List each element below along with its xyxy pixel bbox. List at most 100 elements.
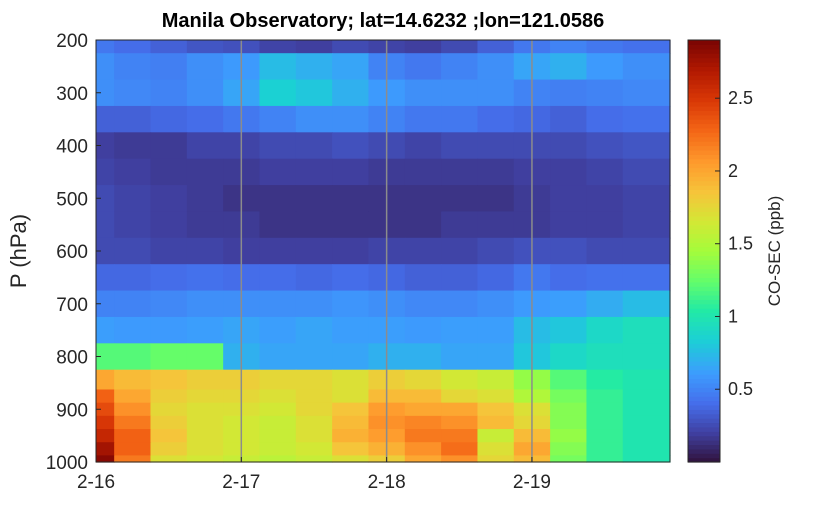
- colorbar-ticks: 0.5 1 1.5 2 2.5: [715, 88, 753, 399]
- heatmap-cell: [622, 132, 671, 160]
- colorbar-segment: [688, 356, 720, 362]
- heatmap-cell: [404, 290, 442, 318]
- heatmap-cell: [622, 316, 671, 344]
- heatmap-cell: [96, 53, 115, 81]
- heatmap-cell: [150, 79, 188, 107]
- colorbar-segment: [688, 440, 720, 446]
- heatmap-cell: [295, 402, 333, 417]
- heatmap-cell: [150, 264, 188, 292]
- heatmap-cell: [186, 79, 224, 107]
- colorbar: [688, 40, 720, 463]
- heatmap-cell: [586, 316, 624, 344]
- colorbar-segment: [688, 251, 720, 256]
- heatmap-cell: [332, 429, 370, 443]
- heatmap-cell: [441, 389, 479, 404]
- heatmap-cell: [477, 40, 515, 54]
- heatmap-cell: [114, 455, 152, 463]
- heatmap-cell: [586, 237, 624, 265]
- colorbar-segment: [688, 220, 720, 226]
- heatmap-cell: [150, 316, 188, 344]
- colorbar-segment: [688, 255, 720, 261]
- heatmap-cell: [477, 389, 515, 404]
- heatmap-cell: [186, 40, 224, 54]
- heatmap-cell: [150, 402, 188, 417]
- colorbar-segment: [688, 246, 720, 252]
- heatmap-cell: [114, 40, 152, 54]
- heatmap-cell: [586, 158, 624, 186]
- colorbar-segment: [688, 101, 720, 107]
- colorbar-segment: [688, 211, 720, 217]
- heatmap-cell: [150, 211, 188, 239]
- colorbar-segment: [688, 378, 720, 384]
- heatmap-cell: [295, 105, 333, 133]
- colorbar-tick-label: 1.5: [728, 234, 753, 254]
- y-axis-label: P (hPa): [6, 214, 31, 288]
- heatmap-cell: [96, 132, 115, 160]
- colorbar-segment: [688, 237, 720, 243]
- heatmap-cell: [622, 455, 671, 463]
- colorbar-segment: [688, 70, 720, 76]
- heatmap-cell: [295, 211, 333, 239]
- heatmap-cell: [186, 442, 224, 457]
- heatmap-cell: [186, 185, 224, 213]
- heatmap-cell: [622, 264, 671, 292]
- heatmap-cell: [586, 415, 624, 430]
- heatmap-cell: [550, 316, 588, 344]
- heatmap-cell: [150, 105, 188, 133]
- colorbar-segment: [688, 40, 720, 45]
- heatmap-cell: [477, 415, 515, 430]
- heatmap-cell: [550, 79, 588, 107]
- heatmap-cell: [295, 429, 333, 443]
- colorbar-segment: [688, 281, 720, 287]
- heatmap-cell: [622, 105, 671, 133]
- heatmap-cell: [295, 264, 333, 292]
- heatmap-cell: [186, 369, 224, 391]
- colorbar-segment: [688, 193, 720, 199]
- colorbar-segment: [688, 396, 720, 402]
- heatmap-cell: [295, 40, 333, 54]
- colorbar-segment: [688, 286, 720, 292]
- heatmap-cell: [150, 369, 188, 391]
- heatmap-cell: [404, 264, 442, 292]
- vertical-gridlines: [240, 40, 533, 462]
- heatmap-cell: [550, 237, 588, 265]
- heatmap-cell: [477, 290, 515, 318]
- colorbar-segment: [688, 294, 720, 300]
- colorbar-segment: [688, 163, 720, 169]
- heatmap-cell: [404, 455, 442, 463]
- heatmap-cell: [404, 316, 442, 344]
- heatmap-cell: [586, 429, 624, 443]
- heatmap-cell: [404, 53, 442, 81]
- colorbar-tick-label: 2.5: [728, 88, 753, 108]
- colorbar-segment: [688, 316, 720, 322]
- heatmap-cell: [550, 402, 588, 417]
- heatmap-cell: [586, 211, 624, 239]
- heatmap-cell: [96, 237, 115, 265]
- heatmap-cell: [114, 264, 152, 292]
- heatmap-cell: [96, 455, 115, 463]
- colorbar-segment: [688, 79, 720, 85]
- heatmap-cell: [295, 290, 333, 318]
- heatmap-cell: [441, 79, 479, 107]
- heatmap-cell: [259, 40, 297, 54]
- colorbar-segment: [688, 123, 720, 129]
- heatmap-cell: [477, 105, 515, 133]
- heatmap-cell: [586, 185, 624, 213]
- heatmap-cell: [114, 369, 152, 391]
- heatmap-cells: [96, 40, 671, 463]
- heatmap-cell: [586, 442, 624, 457]
- heatmap-cell: [96, 442, 115, 457]
- heatmap-cell: [404, 442, 442, 457]
- heatmap-cell: [186, 158, 224, 186]
- heatmap-cell: [477, 343, 515, 371]
- colorbar-segment: [688, 171, 720, 177]
- heatmap-cell: [259, 158, 297, 186]
- heatmap-cell: [259, 442, 297, 457]
- y-tick-label: 800: [56, 348, 88, 369]
- heatmap-cell: [295, 442, 333, 457]
- heatmap-cell: [96, 158, 115, 186]
- heatmap-cell: [441, 343, 479, 371]
- heatmap-cell: [441, 415, 479, 430]
- heatmap-cell: [622, 237, 671, 265]
- heatmap-cell: [477, 211, 515, 239]
